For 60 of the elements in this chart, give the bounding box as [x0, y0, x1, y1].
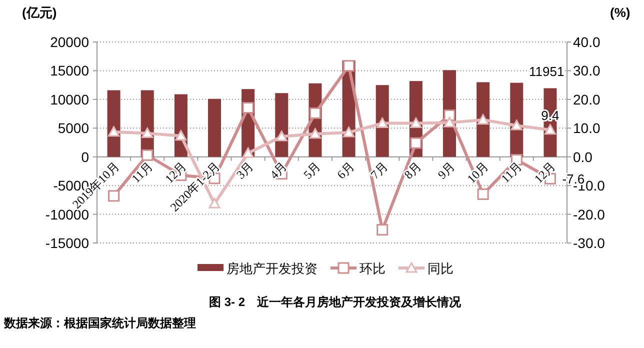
y-tick-label: 5000 [58, 120, 90, 136]
x-tick-label: 10月 [464, 159, 492, 186]
x-tick-label: 9月 [434, 159, 458, 182]
point [376, 224, 388, 236]
y-tick-label: 20000 [50, 34, 90, 50]
point [544, 124, 556, 135]
point [242, 102, 254, 114]
point [410, 137, 422, 149]
point [510, 120, 522, 130]
x-tick-label: 7月 [368, 159, 390, 182]
y2-tick-label: -30.0 [573, 235, 606, 251]
x-tick-label: 5月 [300, 159, 324, 182]
point [309, 107, 321, 119]
point [477, 188, 489, 200]
y-tick-label: -15000 [45, 235, 90, 251]
legend-label: 房地产开发投资 [226, 261, 318, 276]
x-tick-label: 11月 [128, 159, 156, 186]
point [242, 147, 254, 158]
x-tick-label: 4月 [267, 159, 290, 182]
y2-axis-title: (%) [610, 5, 630, 20]
bar [376, 85, 389, 157]
point [309, 128, 321, 139]
bar [476, 82, 490, 157]
y-tick-label: 10000 [50, 91, 90, 108]
point [444, 116, 456, 128]
point [376, 118, 388, 128]
y-tick-label: 0 [81, 148, 90, 165]
point [477, 114, 489, 125]
text: 图 3- 2 近一年各月房地产开发投资及增长情况 [208, 295, 462, 309]
point [108, 126, 120, 137]
source-note: 数据来源：根据国家统计局数据整理 [3, 316, 196, 330]
point [410, 118, 422, 128]
y2-tick-label: 30.0 [573, 62, 600, 79]
point [142, 128, 154, 138]
x-tick-label: 3月 [234, 159, 256, 182]
y2-tick-label: 20.0 [573, 91, 600, 108]
bar [107, 90, 120, 157]
legend-label: 同比 [428, 261, 454, 276]
x-tick-label: 6月 [334, 159, 357, 182]
x-tick-label: 12月 [531, 159, 558, 186]
point [444, 109, 456, 121]
y-tick-label: 15000 [50, 62, 90, 79]
y2-tick-label: 40.0 [573, 34, 600, 50]
y2-tick-label: 10.0 [573, 120, 600, 136]
point [343, 126, 355, 138]
y-axis-title: (亿元) [22, 5, 57, 20]
legend-label: 环比 [360, 261, 386, 276]
x-tick-label: 11月 [498, 159, 525, 186]
point [175, 130, 187, 141]
data-label: 11951 [529, 64, 564, 80]
point [142, 149, 154, 161]
x-tick-label: 8月 [401, 159, 424, 182]
bar [208, 98, 221, 157]
point [276, 130, 288, 142]
point [208, 198, 220, 208]
y2-tick-label: -20.0 [573, 206, 606, 222]
y2-tick-label: 0.0 [573, 148, 593, 165]
point [343, 60, 355, 72]
point [108, 190, 120, 202]
x-tick-label: 12月 [162, 159, 190, 186]
